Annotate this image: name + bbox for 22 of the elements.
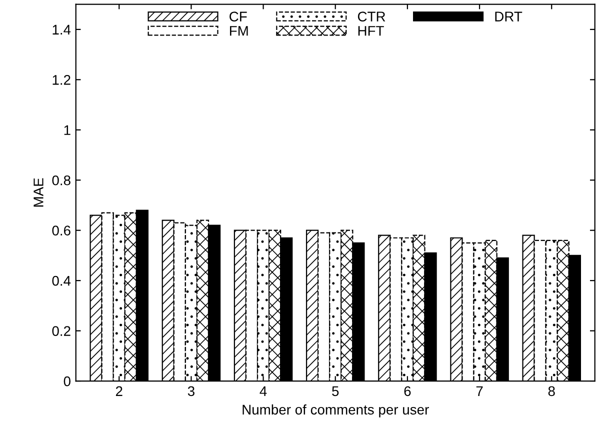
x-tick-label: 4: [260, 386, 267, 396]
y-tick-label: 1: [64, 125, 70, 135]
legend-label: FM: [230, 26, 248, 36]
legend-label: DRT: [495, 12, 522, 22]
y-tick-label: 0.4: [52, 276, 71, 286]
x-tick-label: 8: [548, 386, 555, 396]
y-tick-label: 0: [64, 376, 70, 386]
legend-label: CF: [230, 12, 247, 22]
y-tick-label: 0.6: [52, 226, 70, 236]
x-tick-label: 2: [116, 386, 122, 396]
y-tick-label: 1.2: [52, 74, 70, 85]
x-axis-title: Number of comments per user: [242, 404, 429, 418]
y-tick-label: 1.4: [52, 24, 71, 34]
y-axis-title: MAE: [34, 178, 44, 207]
x-tick-label: 7: [476, 386, 483, 396]
y-tick-label: 0.8: [52, 175, 70, 186]
y-tick-label: 0.2: [52, 326, 70, 336]
legend-label: HFT: [358, 26, 384, 36]
legend-label: CTR: [358, 12, 386, 22]
x-tick-label: 6: [404, 386, 411, 396]
x-tick-label: 5: [332, 386, 339, 396]
x-tick-label: 3: [188, 386, 194, 396]
